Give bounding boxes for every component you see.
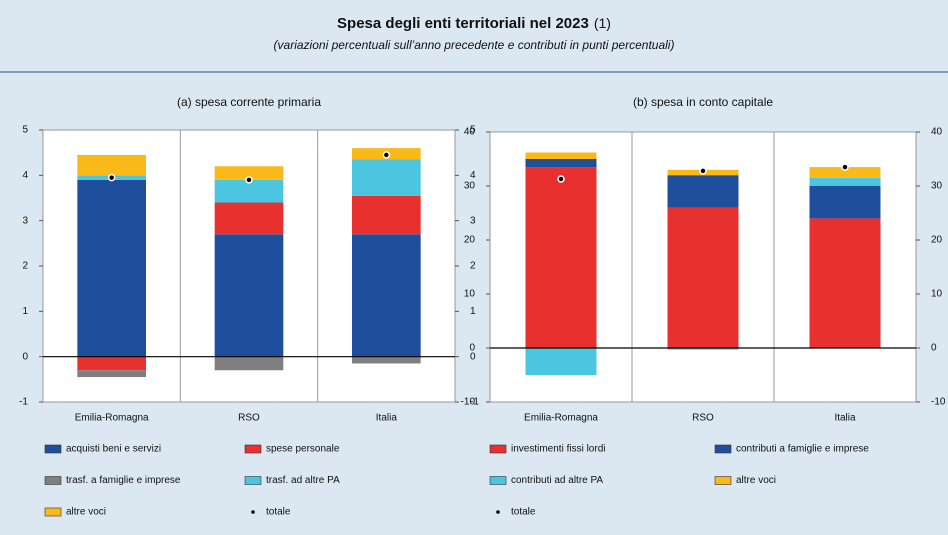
- legend-label: totale: [266, 507, 291, 518]
- legend-swatch: [44, 476, 62, 485]
- y2-tick-label: -1: [470, 397, 479, 408]
- bar-segment: [667, 348, 739, 350]
- legend-label: trasf. a famiglie e imprese: [66, 475, 181, 486]
- legend-swatch: [496, 510, 500, 514]
- bar-segment: [214, 179, 284, 203]
- legend-label: acquisti beni e servizi: [66, 444, 161, 455]
- bar-segment: [352, 234, 421, 357]
- y2-tick-label: 0: [470, 351, 476, 362]
- legend-label: contributi ad altre PA: [511, 475, 603, 486]
- y-tick-label: 2: [22, 261, 28, 272]
- y-tick-label: 0: [469, 343, 475, 354]
- y2-tick-label: 0: [931, 343, 937, 354]
- bar-segment: [809, 186, 881, 219]
- y-tick-label: 30: [464, 181, 476, 192]
- subtitle: (variazioni percentuali sull’anno preced…: [274, 38, 675, 52]
- y2-tick-label: -10: [931, 397, 946, 408]
- y2-tick-label: 30: [931, 181, 943, 192]
- bar-segment: [352, 356, 421, 364]
- panel-title: (a) spesa corrente primaria: [177, 95, 321, 109]
- bar-segment: [667, 175, 739, 208]
- legend-swatch: [251, 510, 255, 514]
- x-tick-label: Italia: [376, 413, 398, 424]
- y-tick-label: -1: [19, 397, 28, 408]
- total-marker: [382, 151, 391, 159]
- bar-segment: [352, 195, 421, 235]
- bar-segment: [214, 234, 284, 357]
- y2-tick-label: 20: [931, 235, 943, 246]
- y-tick-label: 40: [464, 127, 476, 138]
- total-marker: [557, 175, 565, 183]
- bar-segment: [77, 370, 146, 378]
- bar-segment: [352, 159, 421, 196]
- y2-tick-label: 2: [470, 261, 476, 272]
- legend-swatch: [489, 476, 507, 485]
- total-marker: [107, 173, 116, 182]
- y2-tick-label: 1: [470, 306, 476, 317]
- y-tick-label: 20: [464, 235, 476, 246]
- legend-swatch: [489, 444, 507, 454]
- total-marker: [841, 163, 849, 171]
- bar-segment: [525, 167, 597, 348]
- y-tick-label: -10: [461, 397, 476, 408]
- x-tick-label: Italia: [834, 413, 856, 424]
- legend-swatch: [244, 444, 262, 454]
- x-tick-label: RSO: [238, 413, 260, 424]
- bar-segment: [667, 207, 739, 348]
- legend-label: investimenti fissi lordi: [511, 444, 605, 455]
- y-tick-label: 3: [22, 215, 28, 226]
- y-tick-label: 5: [22, 125, 28, 136]
- y2-tick-label: 40: [931, 127, 943, 138]
- panel-title: (b) spesa in conto capitale: [633, 95, 773, 109]
- bar-segment: [525, 159, 597, 168]
- bar-segment: [809, 177, 881, 186]
- legend-swatch: [244, 476, 262, 485]
- bar-segment: [214, 202, 284, 235]
- y2-tick-label: 5: [470, 125, 476, 136]
- y-tick-label: 1: [22, 306, 28, 317]
- title-group: Spesa degli enti territoriali nel 2023 (1…: [337, 15, 611, 32]
- x-tick-label: Emilia-Romagna: [75, 413, 149, 424]
- bar-segment: [77, 154, 146, 176]
- bar-segment: [77, 356, 146, 371]
- legend-label: contributi a famiglie e imprese: [736, 444, 869, 455]
- bar-segment: [809, 167, 881, 178]
- bar-segment: [809, 218, 881, 348]
- bar-segment: [525, 152, 597, 159]
- y-tick-label: 10: [464, 289, 476, 300]
- legend-swatch: [714, 476, 732, 485]
- x-tick-label: Emilia-Romagna: [524, 413, 598, 424]
- total-marker: [699, 167, 707, 175]
- title-note: (1): [594, 15, 611, 31]
- x-tick-label: RSO: [692, 413, 714, 424]
- legend-label: trasf. ad altre PA: [266, 475, 340, 486]
- title: Spesa degli enti territoriali nel 2023: [337, 15, 589, 32]
- y-tick-label: 0: [22, 351, 28, 362]
- bar-segment: [525, 348, 597, 375]
- total-marker: [245, 176, 253, 184]
- bar-segment: [77, 179, 146, 357]
- legend-label: altre voci: [736, 475, 776, 486]
- legend-swatch: [44, 507, 62, 517]
- bar-segment: [214, 166, 284, 180]
- y2-tick-label: 10: [931, 289, 943, 300]
- y2-tick-label: 4: [470, 170, 476, 181]
- legend-label: altre voci: [66, 507, 106, 518]
- legend-label: totale: [511, 507, 536, 518]
- legend-swatch: [44, 444, 62, 454]
- y2-tick-label: 3: [470, 215, 476, 226]
- legend-swatch: [714, 444, 732, 454]
- y-tick-label: 4: [22, 170, 28, 181]
- bar-segment: [214, 356, 284, 371]
- legend-label: spese personale: [266, 444, 340, 455]
